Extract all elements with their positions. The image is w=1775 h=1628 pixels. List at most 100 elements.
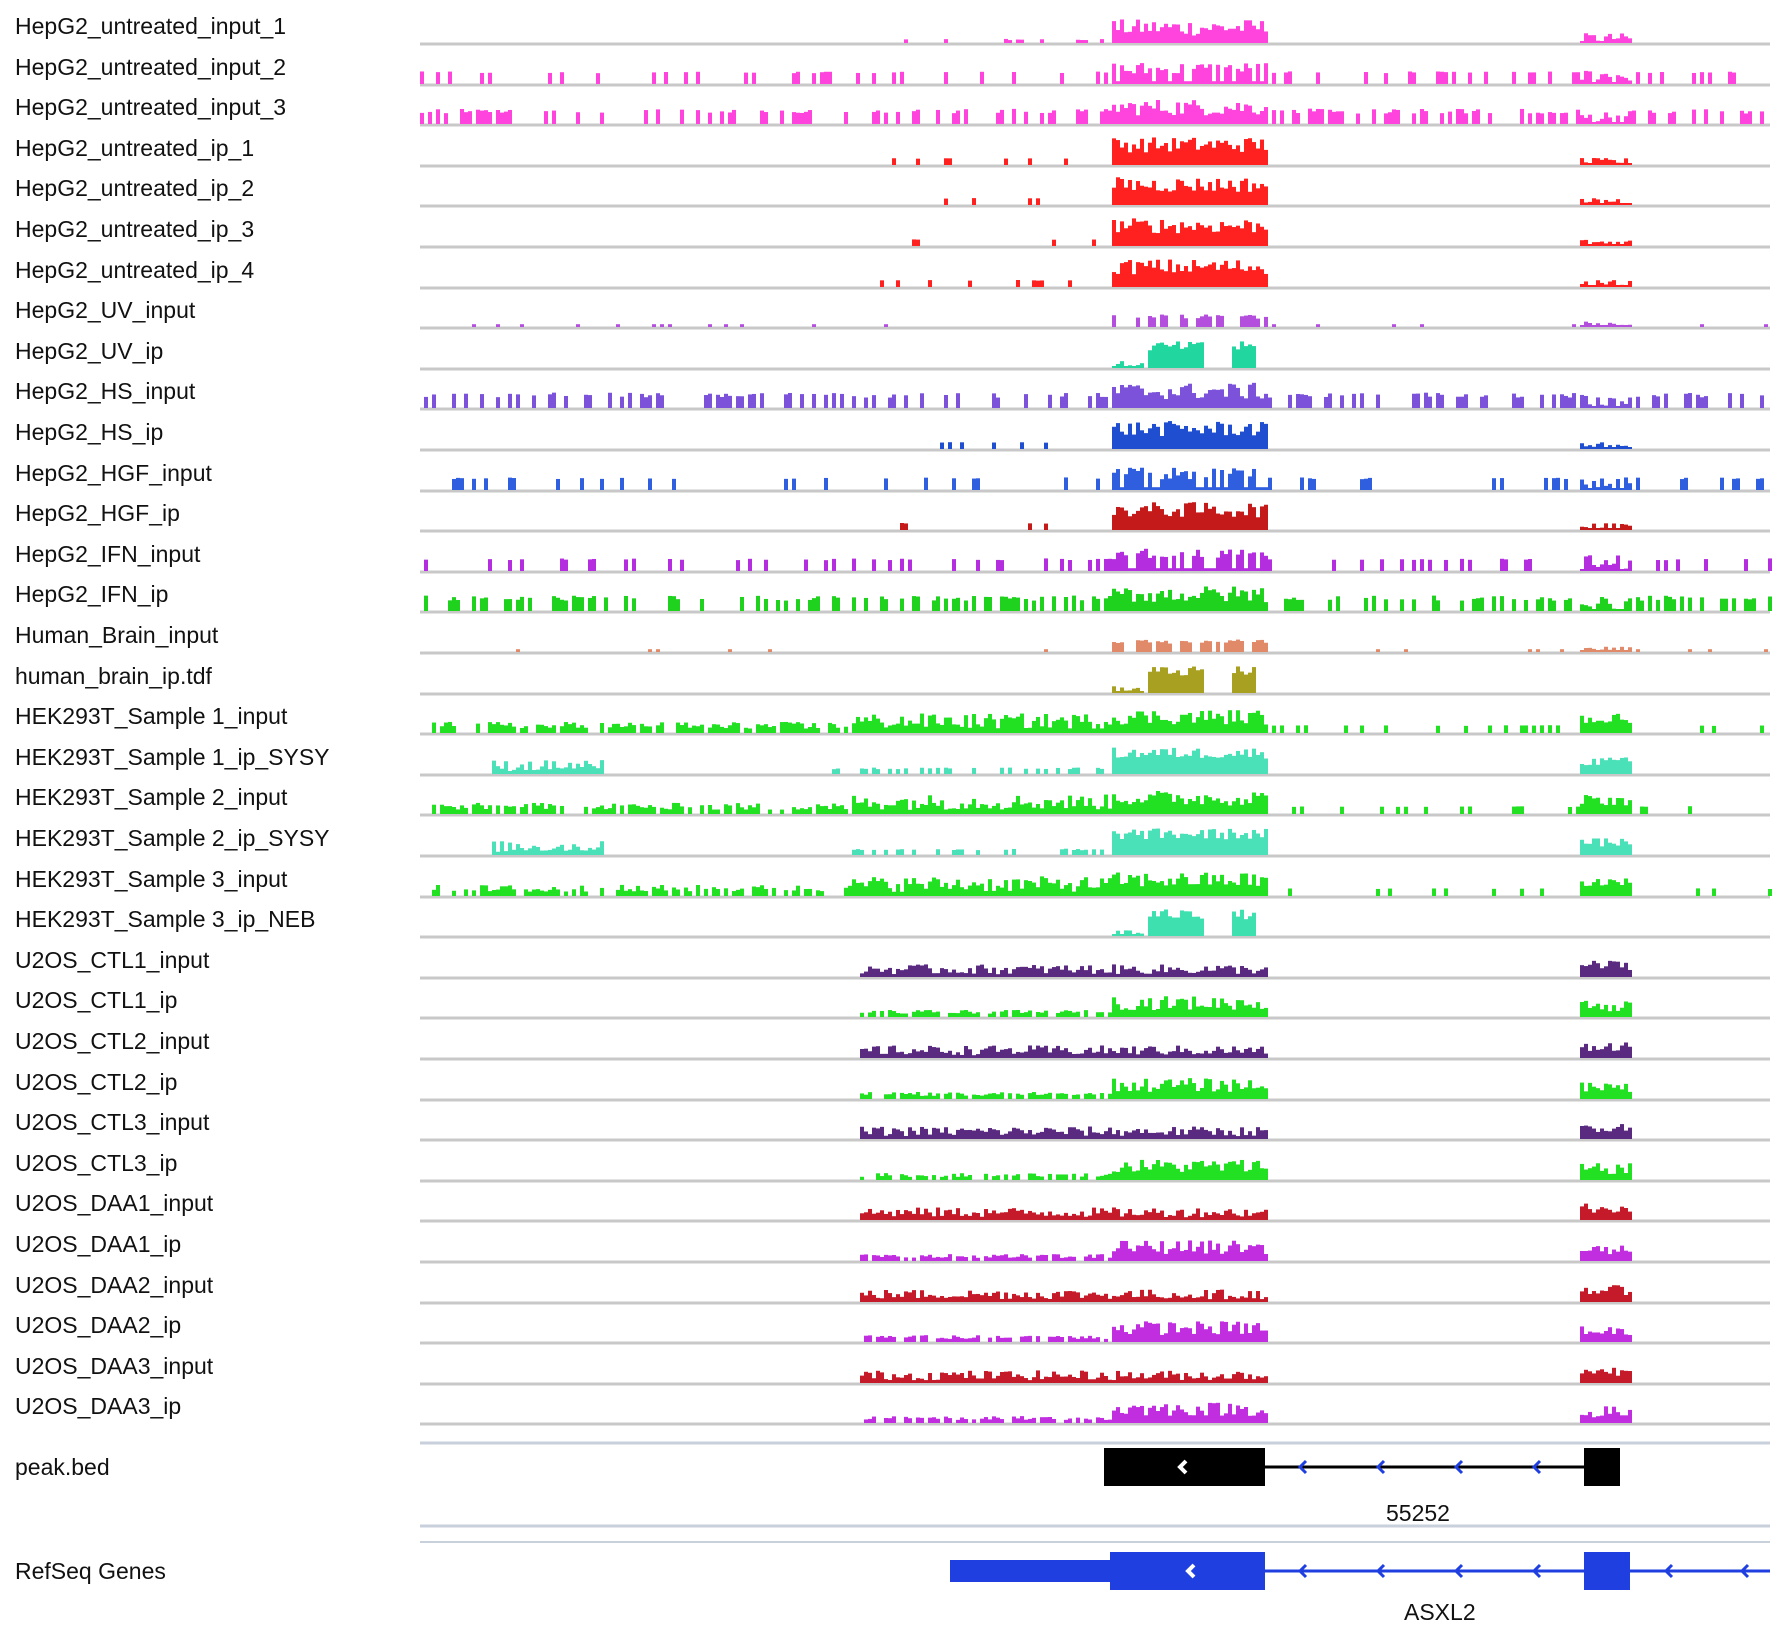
signal-bar <box>1204 314 1208 327</box>
signal-track[interactable] <box>432 791 1692 814</box>
track-label[interactable]: HEK293T_Sample 3_ip_NEB <box>15 906 316 932</box>
track-label[interactable]: U2OS_CTL1_input <box>15 947 210 973</box>
track-label[interactable]: human_brain_ip.tdf <box>15 663 212 689</box>
signal-bar <box>1260 139 1264 165</box>
track-label[interactable]: HEK293T_Sample 3_input <box>15 866 288 892</box>
track-label[interactable]: U2OS_DAA2_ip <box>15 1312 182 1338</box>
track-label[interactable]: HepG2_HGF_input <box>15 460 212 486</box>
track-label[interactable]: HepG2_HGF_ip <box>15 500 180 526</box>
track-label[interactable]: HepG2_IFN_input <box>15 541 201 567</box>
track-label[interactable]: HepG2_untreated_input_3 <box>15 94 287 120</box>
signal-track[interactable] <box>1112 666 1256 693</box>
track-label[interactable]: HEK293T_Sample 1_input <box>15 703 288 729</box>
signal-bar <box>1588 404 1592 408</box>
signal-bar <box>1148 557 1152 571</box>
signal-track[interactable] <box>472 314 1768 327</box>
track-label[interactable]: U2OS_DAA3_ip <box>15 1393 182 1419</box>
track-label[interactable]: U2OS_CTL3_ip <box>15 1150 178 1176</box>
signal-bar <box>1012 1053 1016 1058</box>
signal-track[interactable] <box>900 502 1632 530</box>
track-label[interactable]: U2OS_CTL1_ip <box>15 987 178 1013</box>
track-label[interactable]: U2OS_DAA3_input <box>15 1353 214 1379</box>
track-label[interactable]: HepG2_untreated_ip_2 <box>15 175 255 201</box>
track-label[interactable]: HepG2_HS_input <box>15 378 196 404</box>
signal-track[interactable] <box>864 1321 1632 1342</box>
signal-bar <box>1228 828 1232 855</box>
signal-track[interactable] <box>860 1042 1632 1058</box>
signal-bar <box>1128 1132 1132 1139</box>
signal-track[interactable] <box>904 19 1632 43</box>
track-label[interactable]: U2OS_DAA2_input <box>15 1272 214 1298</box>
signal-bar <box>1028 198 1032 205</box>
signal-bar <box>1224 140 1228 165</box>
signal-bar <box>1604 158 1608 165</box>
signal-track[interactable] <box>864 1402 1632 1423</box>
signal-track[interactable] <box>492 828 1632 855</box>
signal-bar <box>1184 600 1188 611</box>
signal-bar <box>1624 650 1628 652</box>
track-label[interactable]: U2OS_CTL2_input <box>15 1028 210 1054</box>
signal-bar <box>952 1372 956 1383</box>
signal-track[interactable] <box>424 382 1764 408</box>
signal-track[interactable] <box>432 872 1772 896</box>
signal-track[interactable] <box>432 710 1764 733</box>
track-label[interactable]: peak.bed <box>15 1454 110 1480</box>
signal-track[interactable] <box>860 960 1632 977</box>
track-label[interactable]: HepG2_untreated_input_2 <box>15 54 287 80</box>
signal-track[interactable] <box>1112 341 1256 368</box>
signal-track[interactable] <box>452 467 1764 490</box>
track-label[interactable]: U2OS_CTL2_ip <box>15 1069 178 1095</box>
signal-bar <box>580 766 584 774</box>
track-label[interactable]: HepG2_IFN_ip <box>15 581 169 607</box>
signal-track[interactable] <box>944 177 1632 205</box>
signal-track[interactable] <box>860 1203 1632 1220</box>
track-label[interactable]: HepG2_untreated_ip_4 <box>15 257 255 283</box>
track-label[interactable]: Human_Brain_input <box>15 622 219 648</box>
track-label[interactable]: HepG2_HS_ip <box>15 419 164 445</box>
track-label[interactable]: HEK293T_Sample 2_ip_SYSY <box>15 825 330 851</box>
signal-bar <box>1112 272 1116 287</box>
signal-track[interactable] <box>1112 909 1256 936</box>
signal-track[interactable] <box>860 1159 1632 1180</box>
signal-bar <box>556 846 560 855</box>
track-label[interactable]: HepG2_untreated_input_1 <box>15 13 287 39</box>
signal-track[interactable] <box>424 548 1772 571</box>
signal-track[interactable] <box>860 1078 1632 1099</box>
track-label[interactable]: HEK293T_Sample 1_ip_SYSY <box>15 744 330 770</box>
signal-track[interactable] <box>880 259 1632 287</box>
signal-bar <box>452 726 456 733</box>
track-label[interactable]: HepG2_UV_ip <box>15 338 164 364</box>
signal-track[interactable] <box>940 421 1632 449</box>
track-label[interactable]: U2OS_DAA1_ip <box>15 1231 182 1257</box>
track-label[interactable]: RefSeq Genes <box>15 1558 166 1584</box>
track-label[interactable]: U2OS_DAA1_input <box>15 1190 214 1216</box>
track-label[interactable]: U2OS_CTL3_input <box>15 1109 210 1135</box>
signal-track[interactable] <box>892 137 1632 165</box>
signal-bar <box>908 809 912 814</box>
signal-bar <box>948 1254 952 1261</box>
signal-track[interactable] <box>424 586 1772 611</box>
signal-track[interactable] <box>860 1367 1632 1383</box>
signal-track[interactable] <box>492 747 1632 774</box>
signal-track[interactable] <box>912 218 1632 246</box>
signal-track[interactable] <box>420 100 1764 124</box>
signal-bar <box>860 1176 864 1180</box>
signal-bar <box>1040 876 1044 896</box>
signal-bar <box>936 767 940 774</box>
signal-bar <box>1536 649 1540 652</box>
signal-bar <box>1152 880 1156 896</box>
track-label[interactable]: HepG2_UV_input <box>15 297 196 323</box>
signal-track[interactable] <box>860 996 1632 1017</box>
signal-track[interactable] <box>516 639 1768 652</box>
signal-bar <box>1024 1378 1028 1383</box>
track-label[interactable]: HEK293T_Sample 2_input <box>15 784 288 810</box>
signal-track[interactable] <box>860 1240 1632 1261</box>
signal-track[interactable] <box>860 1124 1632 1139</box>
signal-track[interactable] <box>420 63 1736 84</box>
track-label[interactable]: HepG2_untreated_ip_1 <box>15 135 255 161</box>
track-label[interactable]: HepG2_untreated_ip_3 <box>15 216 255 242</box>
gene-feature[interactable] <box>950 1552 1770 1590</box>
peak-feature[interactable] <box>1104 1448 1620 1486</box>
signal-bar <box>480 885 484 896</box>
signal-track[interactable] <box>860 1285 1632 1302</box>
